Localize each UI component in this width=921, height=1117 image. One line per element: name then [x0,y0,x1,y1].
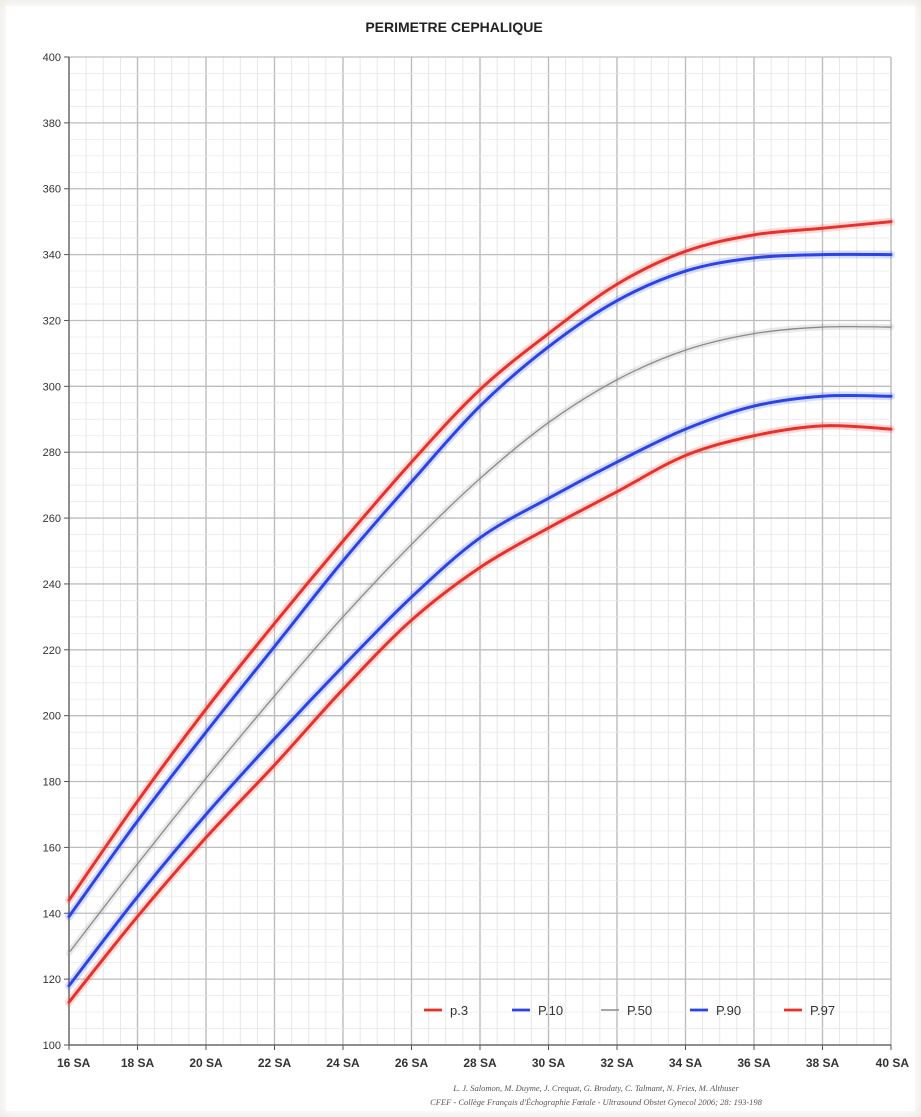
x-tick-label: 20 SA [189,1056,223,1070]
x-tick-label: 22 SA [258,1056,292,1070]
y-tick-label: 120 [43,974,61,986]
y-tick-label: 360 [43,184,61,196]
chart-card: PERIMETRE CEPHALIQUE 100 120 140 160 180 200 2… [6,6,915,1111]
y-tick-label: 160 [43,842,61,854]
x-axis-ticks: 16 SA 18 SA 20 SA 22 SA 24 SA 26 SA 28 SA 30 SA… [57,1045,909,1070]
x-tick-label: 24 SA [326,1056,360,1070]
y-tick-label: 100 [43,1040,61,1052]
y-tick-label: 180 [43,777,61,789]
legend-label-p-90: P.90 [716,1003,741,1018]
y-tick-label: 280 [43,447,61,459]
y-axis-ticks: 100 120 140 160 180 200 220 240 260 280 300 320 340 3… [43,52,69,1052]
legend-label-p-3: p.3 [450,1003,468,1018]
credits: L. J. Salomon, M. Duyme, J. Crequat, G. … [430,1083,763,1107]
credit-line: CFEF - Collège Français d'Échographie Fœ… [430,1097,763,1107]
chart-svg: PERIMETRE CEPHALIQUE 100 120 140 160 180 200 2… [43,19,910,1107]
x-tick-label: 34 SA [669,1056,703,1070]
x-tick-label: 18 SA [121,1056,155,1070]
x-tick-label: 30 SA [532,1056,566,1070]
series-line-p-50 [68,325,892,954]
y-tick-label: 200 [43,711,61,723]
series-line-p-10 [67,393,893,988]
grid [68,56,892,1046]
x-tick-label: 32 SA [600,1056,634,1070]
x-tick-label: 38 SA [806,1056,840,1070]
y-tick-label: 380 [43,118,61,130]
y-tick-label: 240 [43,579,61,591]
y-tick-label: 400 [43,52,61,64]
y-tick-label: 220 [43,645,61,657]
chart-title: PERIMETRE CEPHALIQUE [365,19,542,35]
x-tick-label: 36 SA [737,1056,771,1070]
y-tick-label: 260 [43,513,61,525]
legend: p.3 P.10 P.50 P.90 P.97 [424,1003,835,1018]
x-tick-label: 26 SA [395,1056,429,1070]
y-tick-label: 320 [43,315,61,327]
series-line-p-90 [67,252,893,919]
series-line-p-97 [67,220,893,902]
legend-label-p-97: P.97 [810,1003,835,1018]
series-line-p-3 [67,424,893,1004]
x-tick-label: 28 SA [463,1056,497,1070]
legend-label-p-10: P.10 [538,1003,563,1018]
y-tick-label: 300 [43,381,61,393]
x-tick-label: 40 SA [876,1056,910,1070]
x-tick-label: 16 SA [57,1056,91,1070]
y-tick-label: 140 [43,908,61,920]
credit-line: L. J. Salomon, M. Duyme, J. Crequat, G. … [452,1083,739,1093]
series-lines [65,217,895,1007]
legend-label-p-50: P.50 [627,1003,652,1018]
y-tick-label: 340 [43,250,61,262]
